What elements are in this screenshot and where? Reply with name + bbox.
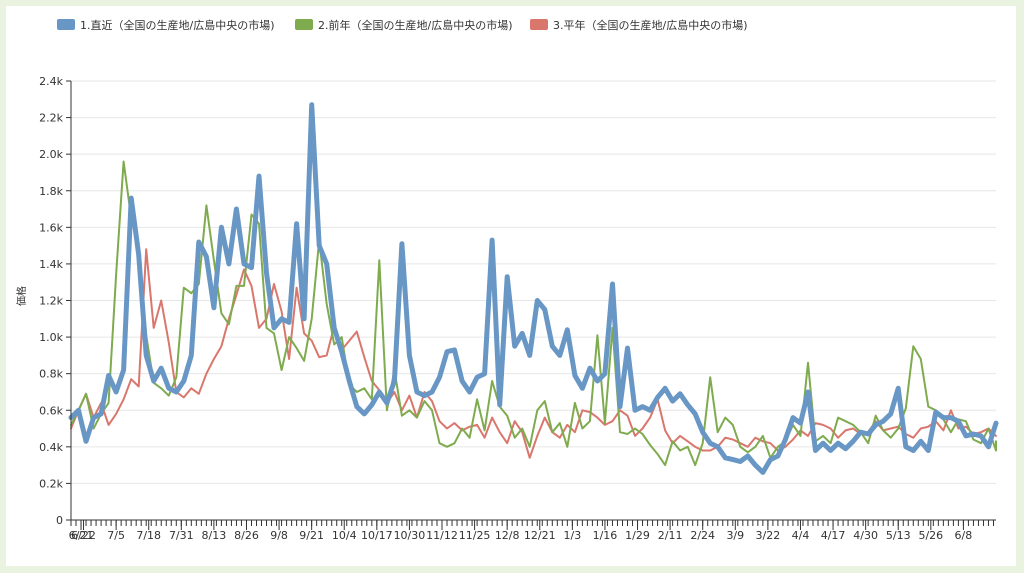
x-tick-label: 1/3 bbox=[564, 529, 582, 542]
series-line-2 bbox=[70, 160, 997, 467]
x-tick-label: 7/5 bbox=[107, 529, 125, 542]
x-tick-label: 2/11 bbox=[658, 529, 683, 542]
x-tick-label: 6/22 bbox=[71, 529, 96, 542]
y-tick-label: 0 bbox=[56, 514, 63, 527]
x-tick-label: 12/8 bbox=[495, 529, 520, 542]
x-tick-label: 6/8 bbox=[955, 529, 973, 542]
price-line-chart: 1.直近（全国の生産地/広島中央の市場) 2.前年（全国の生産地/広島中央の市場)… bbox=[15, 18, 999, 542]
series-lines bbox=[68, 102, 999, 475]
x-tick-label: 8/13 bbox=[202, 529, 227, 542]
chart-legend: 1.直近（全国の生産地/広島中央の市場) 2.前年（全国の生産地/広島中央の市場)… bbox=[57, 18, 748, 32]
x-tick-label: 7/31 bbox=[169, 529, 194, 542]
x-tick-label: 2/24 bbox=[690, 529, 715, 542]
x-tick-label: 11/12 bbox=[426, 529, 458, 542]
y-axis-title: 価格 bbox=[15, 286, 28, 306]
x-tick-label: 9/21 bbox=[299, 529, 324, 542]
x-tick-label: 11/25 bbox=[459, 529, 491, 542]
x-tick-label: 8/26 bbox=[234, 529, 259, 542]
legend-label[interactable]: 2.前年（全国の生産地/広島中央の市場) bbox=[318, 18, 513, 32]
series-line-1 bbox=[68, 102, 999, 475]
x-tick-label: 10/17 bbox=[361, 529, 393, 542]
y-tick-label: 1.8k bbox=[39, 185, 63, 198]
x-tick-label: 5/13 bbox=[886, 529, 911, 542]
x-tick-label: 9/8 bbox=[270, 529, 288, 542]
y-tick-label: 0.6k bbox=[39, 404, 63, 417]
x-tick-label: 7/18 bbox=[136, 529, 161, 542]
x-tick-label: 4/4 bbox=[792, 529, 810, 542]
y-tick-label: 1.4k bbox=[39, 258, 63, 271]
y-tick-label: 0.4k bbox=[39, 441, 63, 454]
x-tick-label: 4/17 bbox=[821, 529, 846, 542]
x-tick-label: 5/26 bbox=[918, 529, 943, 542]
x-tick-label: 3/9 bbox=[726, 529, 744, 542]
y-tick-label: 2.4k bbox=[39, 75, 63, 88]
legend-label[interactable]: 1.直近（全国の生産地/広島中央の市場) bbox=[80, 18, 275, 32]
series-line-3 bbox=[70, 248, 997, 459]
y-axis-ticks: 0 0.2k 0.4k 0.6k 0.8k 1.0k 1.2k 1.4k 1.6k 1.8k 2.0… bbox=[39, 75, 71, 527]
x-axis-ticks: 6/22 7/5 7/18 7/31 8/13 8/26 9/8 9/21 10/4 10/17 1… bbox=[69, 520, 994, 542]
y-tick-label: 0.2k bbox=[39, 477, 63, 490]
y-tick-label: 1.6k bbox=[39, 221, 63, 234]
legend-swatch bbox=[295, 19, 313, 30]
chart-panel: 1.直近（全国の生産地/広島中央の市場) 2.前年（全国の生産地/広島中央の市場)… bbox=[6, 6, 1016, 566]
legend-label[interactable]: 3.平年（全国の生産地/広島中央の市場) bbox=[553, 18, 748, 32]
x-tick-label: 10/30 bbox=[394, 529, 426, 542]
x-tick-label: 1/16 bbox=[593, 529, 618, 542]
x-tick-label: 1/29 bbox=[625, 529, 650, 542]
y-tick-label: 2.2k bbox=[39, 112, 63, 125]
y-tick-label: 1.2k bbox=[39, 295, 63, 308]
y-tick-label: 2.0k bbox=[39, 148, 63, 161]
x-tick-label: 10/4 bbox=[332, 529, 357, 542]
x-tick-label: 3/22 bbox=[756, 529, 781, 542]
legend-swatch bbox=[57, 19, 75, 30]
x-tick-label: 6/21 bbox=[69, 529, 94, 542]
legend-swatch bbox=[530, 19, 548, 30]
y-tick-label: 0.8k bbox=[39, 368, 63, 381]
x-tick-label: 4/30 bbox=[853, 529, 878, 542]
y-tick-label: 1.0k bbox=[39, 331, 63, 344]
x-tick-label: 12/21 bbox=[524, 529, 556, 542]
